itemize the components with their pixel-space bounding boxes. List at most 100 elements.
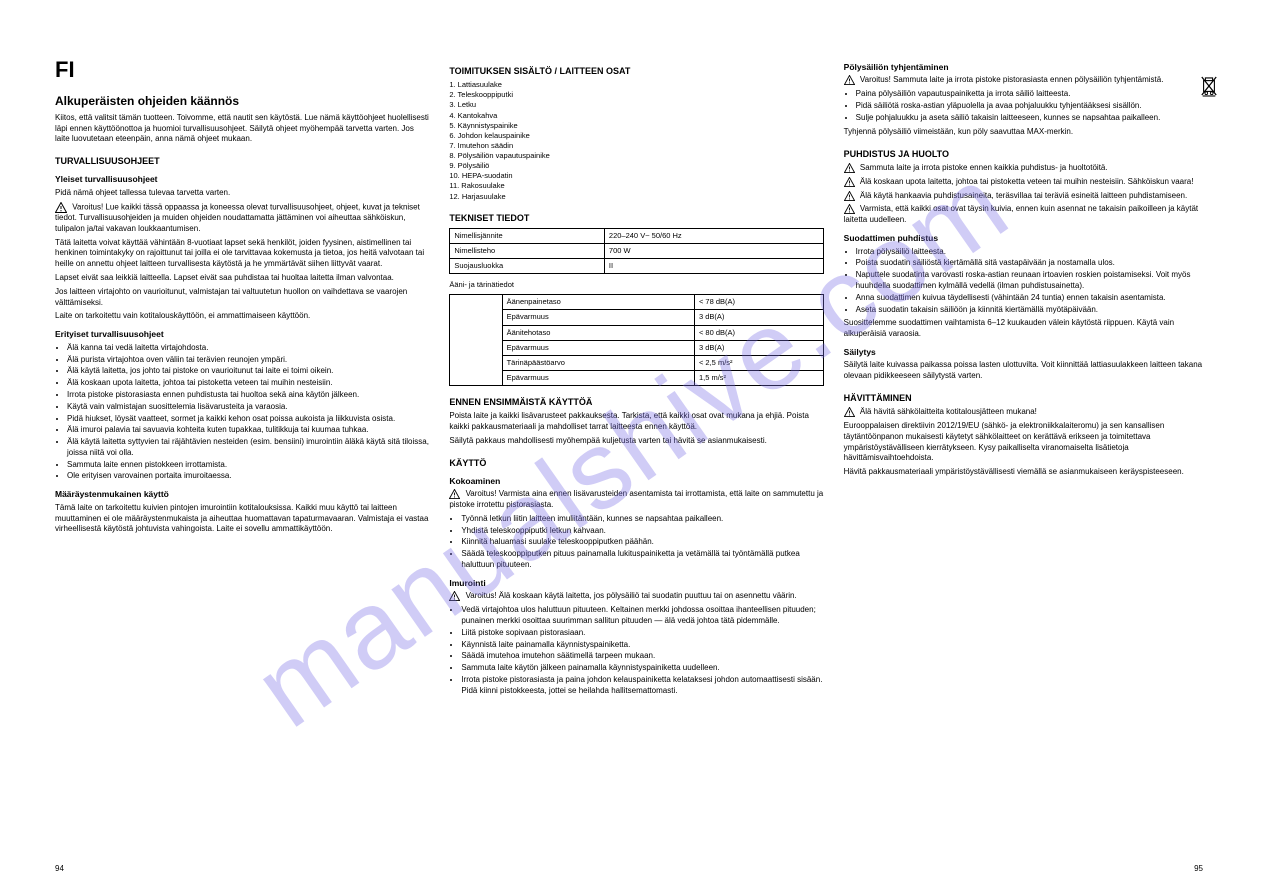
list-item: Pidä hiukset, löysät vaatteet, sormet ja…: [67, 414, 429, 425]
clean-warning-4: Varmista, että kaikki osat ovat täysin k…: [844, 204, 1218, 226]
language-tag: FI: [55, 55, 429, 85]
section-safety: TURVALLISUUSOHJEET: [55, 155, 429, 167]
list-item: Irrota pölysäiliö laitteesta.: [856, 247, 1218, 258]
table-row: Epävarmuus3 dB(A): [450, 310, 823, 325]
list-item: Älä koskaan upota laitetta, johtoa tai p…: [67, 378, 429, 389]
warning-icon: [844, 204, 855, 214]
section-disposal: HÄVITTÄMINEN: [844, 392, 1218, 404]
clean-warning-1: Sammuta laite ja irrota pistoke ennen ka…: [844, 163, 1218, 174]
column-right: Pölysäiliön tyhjentäminen Varoitus! Samm…: [844, 55, 1218, 700]
list-item: Käynnistä laite painamalla käynnistyspai…: [461, 640, 823, 651]
list-item: Yhdistä teleskooppiputki letkun kahvaan.: [461, 526, 823, 537]
warning-icon: [844, 191, 855, 201]
section-parts: TOIMITUKSEN SISÄLTÖ / LAITTEEN OSAT: [449, 65, 823, 77]
list-item: Liitä pistoke sopivaan pistorasiaan.: [461, 628, 823, 639]
section-cleaning: PUHDISTUS JA HUOLTO: [844, 148, 1218, 160]
filter-replace-note: Suosittelemme suodattimen vaihtamista 6–…: [844, 318, 1218, 340]
assembly-warning-text: Varoitus! Varmista aina ennen lisävarust…: [449, 489, 823, 509]
table-row: Nimellisteho700 W: [450, 243, 823, 258]
list-item: Paina pölysäiliön vapautuspainiketta ja …: [856, 89, 1218, 100]
subsection-assembly: Kokoaminen: [449, 476, 823, 487]
table-row: Tärinäpäästöarvo< 2,5 m/s²: [450, 355, 823, 370]
list-item: Kiinnitä haluamasi suulake teleskooppipu…: [461, 537, 823, 548]
intro-paragraph: Kiitos, että valitsit tämän tuotteen. To…: [55, 113, 429, 145]
clean-warning-3: Älä käytä hankaavia puhdistusaineita, te…: [844, 191, 1218, 202]
empty-warning: Varoitus! Sammuta laite ja irrota pistok…: [844, 75, 1218, 86]
list-item: Sammuta laite ennen pistokkeen irrottami…: [67, 460, 429, 471]
vacuum-warning: Varoitus! Älä koskaan käytä laitetta, jo…: [449, 591, 823, 602]
section-technical: TEKNISET TIEDOT: [449, 212, 823, 224]
safety-warning-text: Varoitus! Lue kaikki tässä oppaassa ja k…: [55, 202, 420, 233]
packaging-disposal: Hävitä pakkausmateriaali ympäristöystävä…: [844, 467, 1218, 478]
list-item: Sulje pohjaluukku ja aseta säiliö takais…: [856, 113, 1218, 124]
disposal-warning: Älä hävitä sähkölaitteita kotitalousjätt…: [844, 407, 1218, 418]
safety-list: Älä kanna tai vedä laitetta virtajohdost…: [55, 343, 429, 483]
subsection-storage: Säilytys: [844, 347, 1218, 358]
intended-use-text: Tämä laite on tarkoitettu kuivien pintoj…: [55, 503, 429, 535]
warning-icon: [844, 163, 855, 173]
safety-keep: Pidä nämä ohjeet tallessa tulevaa tarvet…: [55, 188, 429, 199]
safety-household: Laite on tarkoitettu vain kotitalouskäyt…: [55, 311, 429, 322]
table-row: Äänenpainetaso< 78 dB(A): [450, 295, 823, 310]
list-item: Älä imuroi palavia tai savuavia kohteita…: [67, 425, 429, 436]
safety-cord: Jos laitteen virtajohto on vaurioitunut,…: [55, 287, 429, 309]
list-item: Älä purista virtajohtoa oven väliin tai …: [67, 355, 429, 366]
list-item: Vedä virtajohtoa ulos haluttuun pituutee…: [461, 605, 823, 627]
section-before-use: ENNEN ENSIMMÄISTÄ KÄYTTÖÄ: [449, 396, 823, 408]
list-item: Säädä imutehoa imutehon säätimellä tarpe…: [461, 651, 823, 662]
warning-icon: [449, 489, 460, 499]
safety-children: Tätä laitetta voivat käyttää vähintään 8…: [55, 238, 429, 270]
empty-note: Tyhjennä pölysäiliö viimeistään, kun pöl…: [844, 127, 1218, 138]
filter-list: Irrota pölysäiliö laitteesta. Poista suo…: [844, 247, 1218, 316]
list-item: Älä käytä laitetta, jos johto tai pistok…: [67, 366, 429, 377]
assembly-list: Työnnä letkun liitin laitteen imuliitänt…: [449, 514, 823, 571]
disposal-text: Eurooppalaisen direktiivin 2012/19/EU (s…: [844, 421, 1218, 464]
column-middle: TOIMITUKSEN SISÄLTÖ / LAITTEEN OSAT 1. L…: [449, 55, 823, 700]
subsection-vacuuming: Imurointi: [449, 578, 823, 589]
table-row: Äänitehotaso< 80 dB(A): [450, 325, 823, 340]
list-item: Aseta suodatin takaisin säiliöön ja kiin…: [856, 305, 1218, 316]
safety-warning-block: Varoitus! Lue kaikki tässä oppaassa ja k…: [55, 202, 429, 235]
assembly-warning: Varoitus! Varmista aina ennen lisävarust…: [449, 489, 823, 511]
noise-table-caption: Ääni- ja tärinätiedot: [449, 280, 823, 290]
safety-children2: Lapset eivät saa leikkiä laitteella. Lap…: [55, 273, 429, 284]
list-item: Irrota pistoke pistorasiasta ja paina jo…: [461, 675, 823, 697]
warning-icon: [844, 177, 855, 187]
weee-icon: [1200, 75, 1218, 101]
list-item: Työnnä letkun liitin laitteen imuliitänt…: [461, 514, 823, 525]
column-left: FI Alkuperäisten ohjeiden käännös Kiitos…: [55, 55, 429, 700]
list-item: Anna suodattimen kuivua täydellisesti (v…: [856, 293, 1218, 304]
clean-warning-2: Älä koskaan upota laitetta, johtoa tai p…: [844, 177, 1218, 188]
table-row: SuojausluokkaII: [450, 259, 823, 274]
vacuum-list: Vedä virtajohtoa ulos haluttuun pituutee…: [449, 605, 823, 696]
doc-title: Alkuperäisten ohjeiden käännös: [55, 93, 429, 109]
warning-icon: [844, 407, 855, 417]
list-item: Säädä teleskooppiputken pituus painamall…: [461, 549, 823, 571]
list-item: Sammuta laite käytön jälkeen painamalla …: [461, 663, 823, 674]
list-item: Älä kanna tai vedä laitetta virtajohdost…: [67, 343, 429, 354]
list-item: Älä käytä laitetta syttyvien tai räjähtä…: [67, 437, 429, 459]
subsection-general-safety: Yleiset turvallisuusohjeet: [55, 174, 429, 185]
table-row: Epävarmuus1,5 m/s²: [450, 370, 823, 385]
before-use-2: Säilytä pakkaus mahdollisesti myöhempää …: [449, 436, 823, 447]
warning-icon: [844, 75, 855, 85]
list-item: Irrota pistoke pistorasiasta ennen puhdi…: [67, 390, 429, 401]
table-row: Nimellisjännite220–240 V~ 50/60 Hz: [450, 228, 823, 243]
warning-icon: [449, 591, 460, 601]
page-number-right: 95: [1194, 864, 1203, 875]
warning-icon: [55, 202, 67, 213]
table-row: Epävarmuus3 dB(A): [450, 340, 823, 355]
subsection-intended-use: Määräystenmukainen käyttö: [55, 489, 429, 500]
empty-list: Paina pölysäiliön vapautuspainiketta ja …: [844, 89, 1218, 123]
subsection-empty-dust: Pölysäiliön tyhjentäminen: [844, 62, 1218, 73]
page-number-left: 94: [55, 864, 64, 875]
list-item: Ole erityisen varovainen portaita imuroi…: [67, 471, 429, 482]
vacuum-warning-text: Varoitus! Älä koskaan käytä laitetta, jo…: [466, 591, 797, 600]
parts-list: 1. Lattiasuulake 2. Teleskooppiputki 3. …: [449, 80, 823, 202]
storage-text: Säilytä laite kuivassa paikassa poissa l…: [844, 360, 1218, 382]
list-item: Naputtele suodatinta varovasti roska-ast…: [856, 270, 1218, 292]
section-use: KÄYTTÖ: [449, 457, 823, 469]
before-use-1: Poista laite ja kaikki lisävarusteet pak…: [449, 411, 823, 433]
list-item: Pidä säiliötä roska-astian yläpuolella j…: [856, 101, 1218, 112]
list-item: Poista suodatin säiliöstä kiertämällä si…: [856, 258, 1218, 269]
